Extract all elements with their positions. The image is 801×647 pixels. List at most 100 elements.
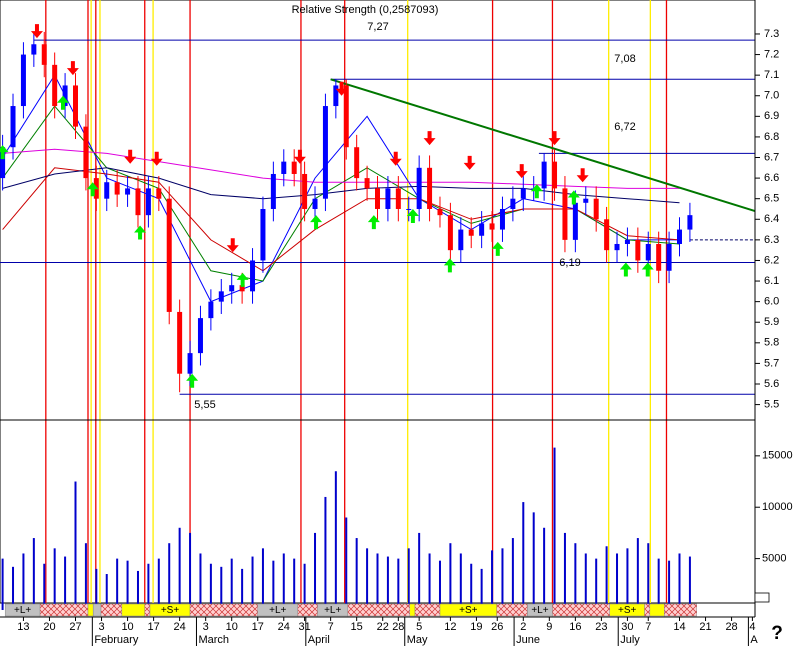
volume-bar <box>647 543 650 610</box>
volume-bar <box>22 553 25 610</box>
volume-bar <box>668 560 671 610</box>
x-tick-label: 5 <box>416 621 422 633</box>
candle-body <box>468 229 474 236</box>
candle-body <box>656 243 662 271</box>
level-label: 7,27 <box>367 21 388 33</box>
candle-body <box>135 188 141 216</box>
volume-bar <box>616 553 619 610</box>
volume-bar <box>459 553 462 610</box>
buy-arrow <box>0 145 9 160</box>
moving-average <box>2 148 680 189</box>
y-tick-label: 6.7 <box>764 151 779 163</box>
candle-body <box>218 291 224 302</box>
buy-arrow <box>641 262 654 277</box>
sell-arrow <box>293 149 306 164</box>
candle-body <box>208 301 214 319</box>
help-button[interactable]: ? <box>771 623 783 644</box>
candle-body <box>302 173 308 209</box>
candle-body <box>187 353 193 374</box>
candle-body <box>73 85 78 127</box>
x-tick-label: 14 <box>673 621 685 633</box>
volume-bar <box>584 553 587 610</box>
y-tick-label: 7.2 <box>764 48 779 60</box>
y-tick-label: 6.3 <box>764 234 779 246</box>
volume-bar <box>84 543 87 610</box>
y-tick-label: 6.9 <box>764 110 779 122</box>
candle-body <box>385 188 391 209</box>
buy-arrow <box>310 215 323 230</box>
y-tick-label: 6.8 <box>764 131 779 143</box>
y-tick-label: 5.8 <box>764 337 779 349</box>
x-tick-label: 7 <box>328 621 334 633</box>
candle-body <box>593 198 599 220</box>
candle-body <box>312 198 318 209</box>
candle-body <box>572 202 578 240</box>
volume-bar <box>553 447 556 610</box>
volume-bar <box>324 496 327 610</box>
volume-bar <box>574 543 577 610</box>
candle-body <box>125 188 131 195</box>
x-tick-label: 13 <box>17 621 29 633</box>
x-tick-label: 17 <box>252 621 264 633</box>
month-label: July <box>620 634 640 646</box>
volume-bar <box>355 538 358 610</box>
sell-arrow <box>389 151 402 166</box>
volume-bar <box>511 538 514 610</box>
volume-bar <box>386 556 389 610</box>
candle-body <box>333 85 339 107</box>
level-label: 7,08 <box>614 53 635 65</box>
buy-arrow <box>134 225 147 240</box>
band-segment <box>87 603 94 617</box>
volume-bar <box>501 548 504 610</box>
volume-bar <box>438 560 441 610</box>
plot-frame <box>0 0 756 604</box>
band-segment <box>92 603 102 617</box>
volume-bar <box>688 556 691 610</box>
y-tick-label: 6.1 <box>764 275 779 287</box>
volume-bar <box>532 512 535 610</box>
candle-body <box>687 215 693 230</box>
candle-body <box>239 285 245 292</box>
buy-arrow <box>57 95 70 110</box>
volume-bar <box>136 570 139 610</box>
volume-bar <box>168 543 171 610</box>
x-tick-label: 10 <box>121 621 133 633</box>
candle-body <box>499 208 505 230</box>
y-tick-label: 6.5 <box>764 193 779 205</box>
x-tick-label: 23 <box>595 621 607 633</box>
volume-bar <box>345 517 348 610</box>
volume-bar <box>12 566 15 610</box>
volume-bar <box>397 558 400 610</box>
candle-body <box>354 147 360 179</box>
volume-bar <box>418 532 421 610</box>
buy-arrow <box>236 272 249 287</box>
buy-arrow <box>186 373 199 388</box>
candle-body <box>375 188 380 209</box>
month-label: February <box>94 634 139 646</box>
band-label: +S+ <box>161 605 180 616</box>
candle-body <box>83 126 89 179</box>
x-tick-label: 21 <box>699 621 711 633</box>
x-tick-label: 2 <box>520 621 526 633</box>
sell-arrow <box>124 149 137 164</box>
y-tick-label: 6.4 <box>764 213 779 225</box>
band-hatch <box>144 604 150 616</box>
main-layer <box>0 24 693 610</box>
candle-body <box>291 161 297 174</box>
candle-body <box>552 161 558 189</box>
candle-body <box>416 167 422 209</box>
x-tick-label: 27 <box>69 621 81 633</box>
volume-bar <box>272 560 275 610</box>
x-tick-label: 15 <box>351 621 363 633</box>
x-tick-label: 10 <box>226 621 238 633</box>
volume-bar <box>282 553 285 610</box>
x-tick-label: 24 <box>174 621 186 633</box>
band-hatch <box>552 604 610 616</box>
candle-body <box>604 219 610 251</box>
volume-bar <box>241 568 244 610</box>
candle-body <box>229 285 235 292</box>
month-label: May <box>407 634 428 646</box>
scroll-box[interactable] <box>754 592 770 603</box>
band-label: +L+ <box>269 605 286 616</box>
